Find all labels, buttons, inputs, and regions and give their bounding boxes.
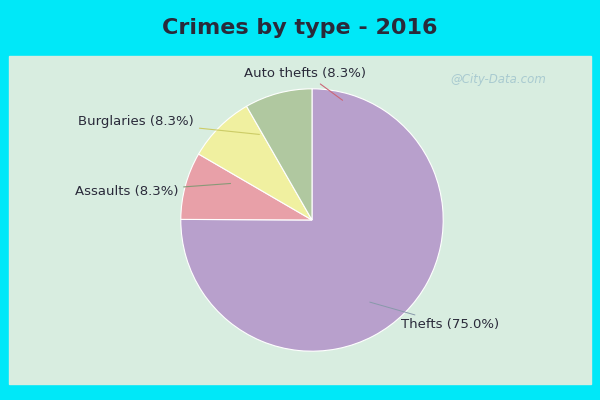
Wedge shape bbox=[247, 89, 312, 220]
Text: Burglaries (8.3%): Burglaries (8.3%) bbox=[78, 115, 259, 134]
Wedge shape bbox=[181, 154, 312, 220]
Wedge shape bbox=[181, 89, 443, 351]
Text: Assaults (8.3%): Assaults (8.3%) bbox=[74, 184, 230, 198]
Text: Thefts (75.0%): Thefts (75.0%) bbox=[370, 302, 499, 332]
Text: Crimes by type - 2016: Crimes by type - 2016 bbox=[162, 18, 438, 38]
Wedge shape bbox=[199, 106, 312, 220]
Text: Auto thefts (8.3%): Auto thefts (8.3%) bbox=[244, 66, 367, 100]
Bar bbox=[9, 56, 591, 384]
Text: @City-Data.com: @City-Data.com bbox=[450, 74, 546, 86]
